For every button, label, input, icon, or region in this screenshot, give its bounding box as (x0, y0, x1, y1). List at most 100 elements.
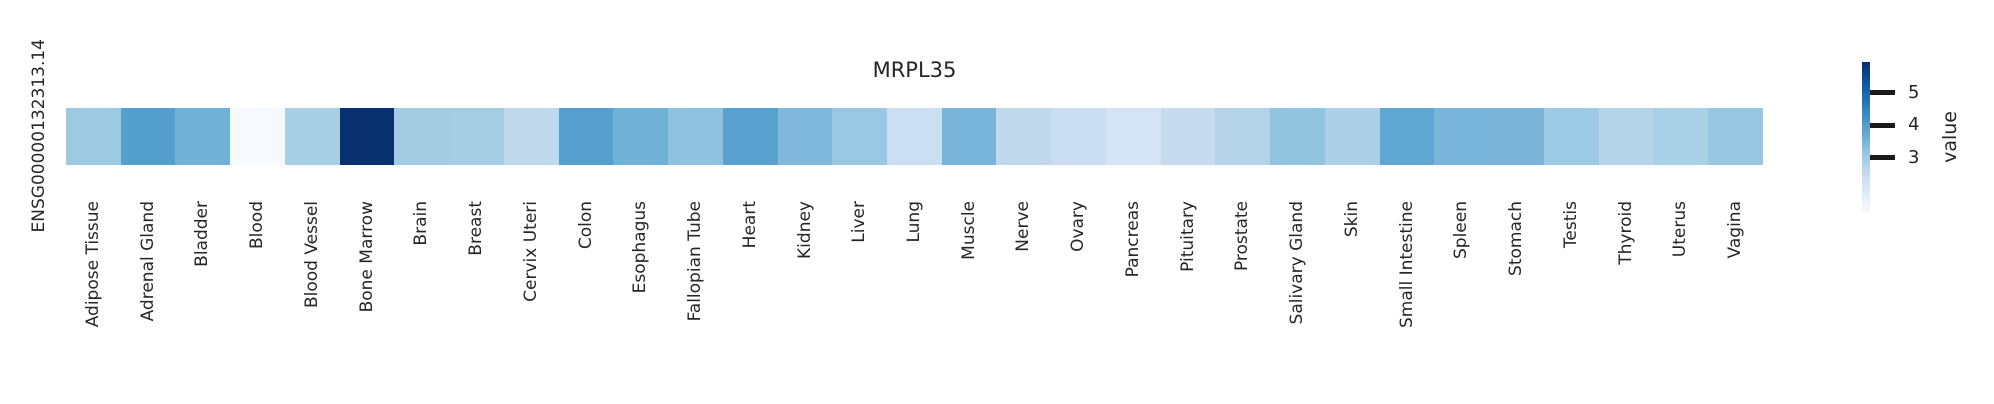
x-tick-label-box: Brain (394, 201, 449, 246)
x-tick-label: Testis (1560, 201, 1581, 249)
x-tick-label-box: Bladder (175, 201, 230, 267)
heatmap-cell (66, 108, 121, 165)
x-tick-label-box: Cervix Uteri (504, 201, 559, 302)
x-tick-label-box: Stomach (1489, 201, 1544, 276)
x-tick-label: Bladder (192, 201, 213, 267)
x-tick-label-box: Skin (1325, 201, 1380, 237)
x-tick-label-box: Muscle (942, 201, 997, 260)
x-tick-label: Esophagus (630, 201, 651, 294)
x-tick-label: Fallopian Tube (685, 201, 706, 322)
colorbar-label: value (1938, 111, 1961, 163)
x-tick-label: Lung (903, 201, 924, 243)
x-tick-label: Heart (739, 201, 760, 249)
x-tick-label-box: Pancreas (1106, 201, 1161, 277)
x-tick-label: Adipose Tissue (82, 201, 103, 328)
x-tick-label: Spleen (1451, 201, 1472, 259)
x-tick-label-box: Lung (887, 201, 942, 243)
heatmap-cell (722, 108, 778, 165)
x-tick-label: Cervix Uteri (520, 201, 541, 302)
heatmap-cell (394, 108, 450, 165)
heatmap-cell (996, 108, 1052, 165)
x-tick-label-box: Small Intestine (1380, 201, 1435, 328)
heatmap-row (66, 108, 1763, 165)
x-tick-label-box: Nerve (997, 201, 1052, 252)
heatmap-cell (1215, 108, 1271, 165)
x-tick-label-box: Heart (723, 201, 778, 248)
x-tick-label: Muscle (958, 201, 979, 260)
x-tick-label-box: Blood (230, 201, 285, 249)
heatmap-cell (1051, 108, 1106, 165)
x-tick-label: Small Intestine (1396, 201, 1417, 329)
heatmap-cell (284, 108, 340, 165)
heatmap-cell (1434, 108, 1490, 165)
heatmap-cell (1160, 108, 1216, 165)
x-tick-label-box: Thyroid (1599, 201, 1654, 265)
x-tick-label-box: Uterus (1654, 201, 1709, 257)
x-tick-label: Blood Vessel (301, 201, 322, 309)
x-tick-label-box: Esophagus (613, 201, 668, 293)
x-tick-label-box: Vagina (1708, 201, 1763, 258)
x-tick-label: Thyroid (1615, 201, 1636, 265)
y-axis-row-label: ENSG00000132313.14 (24, 30, 54, 242)
heatmap-cell (613, 108, 669, 165)
heatmap-cell (1324, 108, 1380, 165)
heatmap-cell (339, 108, 395, 165)
colorbar-gradient (1862, 62, 1870, 212)
heatmap-cell (777, 108, 833, 165)
x-tick-label: Stomach (1506, 201, 1527, 276)
heatmap-cell (941, 108, 997, 165)
colorbar-tick-label: 4 (1908, 114, 1920, 136)
plot-title: MRPL35 (872, 58, 957, 82)
x-tick-label: Nerve (1013, 201, 1034, 252)
x-tick-label: Vagina (1725, 201, 1746, 259)
x-tick-label-box: Breast (449, 201, 504, 256)
colorbar-tick-mark (1870, 155, 1895, 161)
x-tick-label: Kidney (794, 201, 815, 259)
colorbar-tick-label: 5 (1908, 81, 1920, 103)
x-tick-label-box: Pituitary (1161, 201, 1216, 272)
colorbar-label-box: value (1936, 62, 1964, 212)
heatmap-cell (668, 108, 723, 165)
heatmap-cell (1270, 108, 1325, 165)
x-tick-label-box: Blood Vessel (285, 201, 340, 308)
x-tick-label-box: Ovary (1051, 201, 1106, 252)
heatmap-cell (449, 108, 504, 165)
x-tick-label: Breast (466, 201, 487, 256)
x-tick-label-box: Kidney (778, 201, 833, 259)
x-tick-label: Colon (575, 201, 596, 250)
x-tick-label: Salivary Gland (1287, 201, 1308, 325)
heatmap-cell (1708, 108, 1763, 165)
x-tick-label: Bone Marrow (356, 201, 377, 313)
heatmap-cell (1489, 108, 1544, 165)
colorbar-tick-mark (1870, 122, 1895, 128)
heatmap-cell (503, 108, 559, 165)
heatmap-cell (887, 108, 942, 165)
heatmap-cell (1105, 108, 1161, 165)
heatmap-cell (1543, 108, 1599, 165)
x-tick-label-box: Spleen (1435, 201, 1490, 259)
x-tick-label: Pituitary (1177, 201, 1198, 272)
x-tick-label-box: Salivary Gland (1270, 201, 1325, 324)
x-tick-label-box: Colon (559, 201, 614, 249)
x-tick-label: Pancreas (1122, 201, 1143, 278)
x-tick-label-box: Adipose Tissue (66, 201, 121, 327)
x-tick-label: Ovary (1068, 201, 1089, 252)
x-tick-label: Uterus (1670, 201, 1691, 258)
x-tick-label-box: Adrenal Gland (121, 201, 176, 321)
colorbar-tick-mark (1870, 90, 1895, 96)
heatmap-cell (832, 108, 888, 165)
x-tick-label: Liver (849, 201, 870, 243)
x-tick-label: Adrenal Gland (137, 201, 158, 322)
gene-id-label: ENSG00000132313.14 (28, 39, 49, 233)
heatmap-cell (230, 108, 285, 165)
x-tick-label-box: Testis (1544, 201, 1599, 248)
colorbar-tick-label: 3 (1908, 146, 1920, 168)
heatmap-cell (1598, 108, 1654, 165)
heatmap-cell (175, 108, 231, 165)
x-tick-label-box: Bone Marrow (340, 201, 395, 312)
x-tick-label: Blood (247, 201, 268, 249)
x-tick-label: Prostate (1232, 201, 1253, 272)
x-tick-label: Skin (1341, 201, 1362, 238)
heatmap-cell (120, 108, 176, 165)
